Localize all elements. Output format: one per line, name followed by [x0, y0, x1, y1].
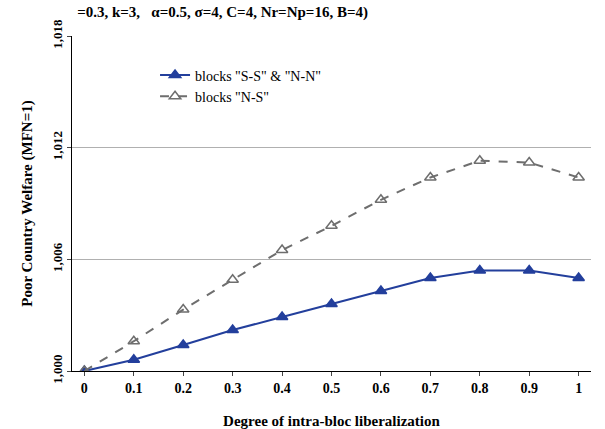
svg-text:0.6: 0.6	[372, 381, 390, 396]
svg-text:0.4: 0.4	[273, 381, 291, 396]
svg-text:0.1: 0.1	[125, 381, 143, 396]
svg-text:0: 0	[81, 381, 88, 396]
svg-text:Poor Country Welfare (MFN=1): Poor Country Welfare (MFN=1)	[19, 100, 36, 306]
svg-text:1,018: 1,018	[50, 19, 65, 49]
svg-text:0.3: 0.3	[224, 381, 242, 396]
svg-text:Degree of intra-bloc liberaliz: Degree of intra-bloc liberalization	[223, 413, 440, 429]
svg-text:0.9: 0.9	[520, 381, 538, 396]
svg-text:blocks "N-S": blocks "N-S"	[195, 90, 269, 105]
svg-text:1,012: 1,012	[50, 131, 65, 160]
svg-text:1: 1	[575, 381, 582, 396]
svg-text:=0.3, k=3, α=0.5, σ=4, C=4,: =0.3, k=3, α=0.5, σ=4, C=4, Nr=Np=16, B=…	[77, 4, 368, 21]
svg-text:0.8: 0.8	[471, 381, 489, 396]
svg-text:0.7: 0.7	[422, 381, 440, 396]
svg-text:1,000: 1,000	[50, 354, 65, 383]
svg-text:0.5: 0.5	[323, 381, 341, 396]
svg-text:0.2: 0.2	[174, 381, 192, 396]
svg-text:1,006: 1,006	[50, 242, 65, 272]
svg-text:blocks "S-S" & "N-N": blocks "S-S" & "N-N"	[195, 69, 321, 84]
